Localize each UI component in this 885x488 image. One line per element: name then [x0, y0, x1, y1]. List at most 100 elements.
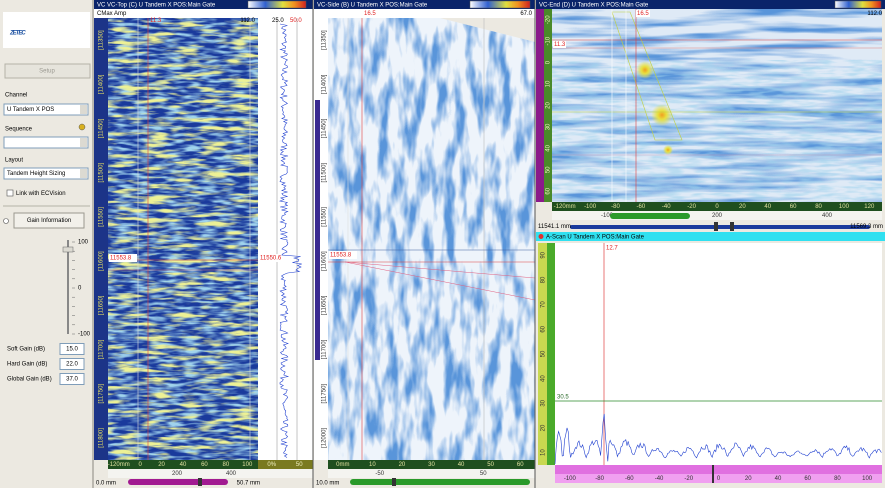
y-tick-label: [11350] [99, 30, 105, 50]
x-tick-label: -80 [611, 204, 620, 210]
ruler-tick-label: 200 [712, 213, 723, 219]
scroll-thumb [712, 465, 714, 483]
x-tick-label: -60 [637, 204, 646, 210]
range-label: 10.0 mm [316, 481, 339, 487]
link-checkbox[interactable] [6, 189, 14, 197]
y-tick-label: 90 [541, 251, 547, 258]
scroll-ruler [552, 211, 882, 220]
logo: ZETEC [9, 31, 26, 37]
y-tick-label: 50 [541, 350, 547, 357]
setup-button[interactable] [4, 63, 91, 79]
x-tick-label: -20 [687, 204, 696, 210]
y-tick-label: 60 [541, 325, 547, 332]
cscan-texture [108, 18, 258, 460]
slider-tick-label: 0 [78, 286, 82, 292]
gain-value-box [59, 358, 85, 370]
dropdown-arrow [80, 138, 87, 147]
y-tick-label: [11650] [99, 295, 105, 315]
x-tick-label: 40 [764, 204, 771, 210]
x-tick-label: 0 [138, 462, 142, 468]
x-tick-label: 60 [517, 462, 524, 468]
x-tick-label: 0mm [336, 462, 349, 468]
cursor-label: 11553.8 [110, 256, 132, 262]
y-axis-strip [94, 18, 108, 460]
layout-select[interactable] [3, 167, 89, 180]
gain-value-box [59, 373, 85, 385]
sequence-icon [78, 123, 86, 131]
y-axis-strip [547, 243, 555, 465]
cursor-label: 112.0 [867, 11, 882, 17]
x-tick-label: -60 [625, 476, 634, 482]
x-tick-label: -40 [655, 476, 664, 482]
ruler-tick-label: 400 [822, 213, 833, 219]
title-icon [538, 234, 544, 239]
gain-value: 22.0 [66, 362, 78, 368]
color-bar [247, 0, 307, 9]
channel-select[interactable] [3, 103, 89, 116]
mode-label: CMax Amp [97, 11, 127, 17]
range-label: 0.0 mm [96, 481, 116, 487]
y-tick-label: [11400] [99, 74, 105, 94]
x-tick-label: 40 [775, 476, 782, 482]
gain-slider-knob[interactable] [62, 246, 74, 253]
ascan-plot [555, 243, 882, 465]
position-tag-bg [109, 254, 137, 262]
cursor-label: 112.0 [240, 18, 255, 24]
x-tick-label: 20 [158, 462, 165, 468]
y-tick-label: [11750] [99, 384, 105, 404]
view-title-bar [536, 0, 885, 9]
cursor-label: 30.5 [557, 395, 569, 401]
beam-wedge [611, 11, 683, 141]
view-title: VC-End (D) U Tandem X POS:Main Gate [539, 2, 649, 8]
bscan-image [328, 18, 535, 460]
x-tick-label: -100 [584, 204, 597, 210]
x-tick-label: 100 [839, 204, 850, 210]
cursor-label: 67.0 [520, 11, 532, 17]
ruler-tick-label: 50 [480, 471, 487, 477]
cursor-tag-bg [553, 41, 566, 48]
x-tick-label: -120mm [108, 462, 130, 468]
indication [663, 145, 673, 155]
cursor-label: 25.0 [272, 18, 284, 24]
y-tick-label: [11400] [322, 74, 328, 94]
x-tick-label: 20 [745, 476, 752, 482]
cursor-label: 12.7 [606, 246, 618, 252]
x-tick-label: 80 [815, 204, 822, 210]
link-label: Link with ECVision [16, 191, 66, 197]
y-tick-label: [11500] [99, 163, 105, 183]
ruler-tick-label: 200 [172, 471, 183, 477]
y-tick-label: [11450] [322, 118, 328, 138]
sequence-select[interactable] [3, 136, 89, 149]
x-tick-label: 50 [296, 462, 303, 468]
scroll-ruler [328, 469, 535, 478]
amplitude-profile [278, 23, 302, 458]
y-tick-label: 40 [546, 144, 552, 151]
scroll-thumb [392, 478, 396, 486]
gain-value: 15.0 [66, 347, 78, 353]
gain-label: Soft Gain (dB) [7, 347, 45, 353]
y-tick-label: -20 [546, 15, 552, 24]
scroll-bar [570, 225, 870, 229]
gain-radio[interactable] [3, 218, 9, 224]
x-tick-label: -20 [684, 476, 693, 482]
y-tick-label: 70 [541, 301, 547, 308]
x-tick-label: 60 [804, 476, 811, 482]
gain-button[interactable] [13, 212, 85, 229]
x-tick-label: -40 [662, 204, 671, 210]
y-tick-label: [12000] [322, 428, 328, 448]
position-tag-bg [259, 254, 287, 262]
x-tick-label: -120mm [554, 204, 576, 210]
range-strip [94, 478, 313, 488]
y-tick-label: 60 [546, 187, 552, 194]
scroll-bar [128, 479, 228, 485]
ascan-title-bar [536, 232, 885, 241]
cursor-tag-bg [636, 10, 650, 17]
x-tick-label: 60 [790, 204, 797, 210]
y-tick-label: [11350] [322, 30, 328, 50]
x-tick-label: 120 [864, 204, 875, 210]
range-label: 50.7 mm [237, 481, 260, 487]
x-tick-label: 50 [487, 462, 494, 468]
view-title-bar [94, 0, 313, 9]
ruler-tick-label: 400 [226, 471, 237, 477]
